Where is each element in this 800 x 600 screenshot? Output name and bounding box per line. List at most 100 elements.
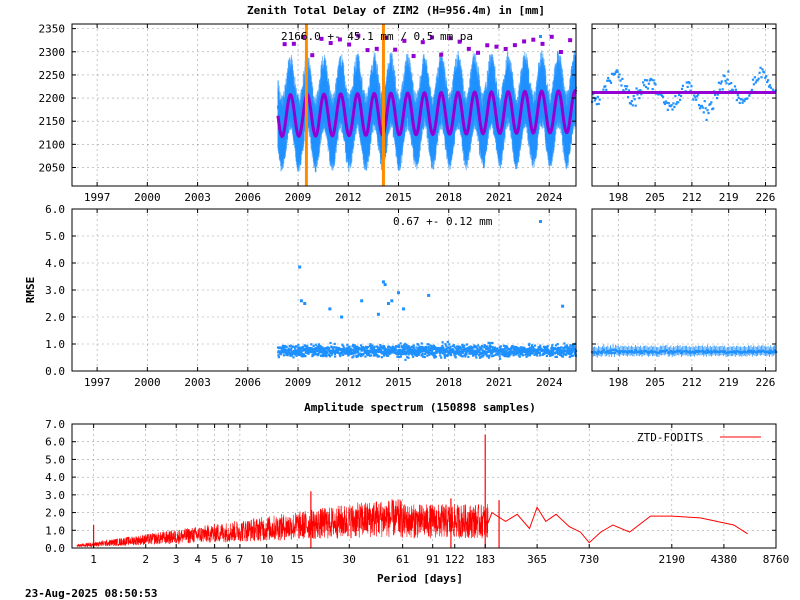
rmse-point [439,354,442,357]
rmse-point [356,355,359,358]
rmse-point [378,355,381,358]
ztd-recent-point [734,88,738,91]
rmse-point [333,346,336,349]
ztd-model-marker [568,38,573,43]
rmse-point [561,355,565,358]
x-tick-label: 1997 [84,376,111,389]
ztd-recent-point [701,106,704,109]
ztd-recent-point [624,85,627,88]
rmse-point [533,353,536,356]
ztd-model-marker [439,52,444,57]
rmse-point [323,348,327,352]
rmse-point [305,349,309,352]
ztd-recent-point [639,89,642,92]
rmse-point [536,354,539,357]
rmse-point [527,347,530,350]
rmse-point [465,343,469,346]
rmse-point [417,343,420,346]
rmse-point [376,355,379,358]
rmse-point [551,353,555,356]
ztd-model-marker [365,48,370,53]
ztd-recent-point [750,88,754,92]
rmse-point [357,349,360,352]
rmse-point [521,346,524,349]
rmse-outlier [299,299,303,303]
ztd-recent-point [646,87,650,90]
rmse-point [429,349,432,352]
rmse-point [461,355,464,358]
rmse-point [277,356,280,359]
rmse-outlier [360,299,364,303]
y-tick-label: 2300 [39,46,66,59]
rmse-point [431,348,434,351]
rmse-point [385,348,388,351]
rmse-point [335,346,338,349]
rmse-point [484,350,487,353]
rmse-point [320,348,323,351]
x-tick-label: 2006 [235,191,262,204]
rmse-point [498,357,502,360]
ztd-recent-point [767,79,770,82]
rmse-point [488,347,491,350]
rmse-point [403,352,406,355]
rmse-point [361,345,364,349]
ztd-recent-point [715,96,719,100]
rmse-point [354,348,357,351]
rmse-point [518,355,521,358]
rmse-point [559,347,562,350]
rmse-point [379,343,382,347]
ztd-recent-point [766,80,769,84]
rmse-point [286,351,289,355]
rmse-point [291,352,294,355]
rmse-point [350,349,353,352]
rmse-point [392,347,395,350]
rmse-point [493,346,497,349]
rmse-point [371,344,374,347]
rmse-point [285,345,288,348]
rmse-point [304,344,307,347]
rmse-point [419,351,422,354]
rmse-point [346,346,349,349]
ztd-recent-point [678,93,681,97]
rmse-point [539,344,542,347]
ztd-recent-point [633,98,636,101]
ztd-recent-point [735,98,738,102]
ztd-recent-point [767,85,771,88]
ztd-recent-point [710,101,713,104]
rmse-point [567,348,571,352]
ztd-recent-point [652,79,655,82]
ztd-recent-point [625,87,628,91]
rmse-point [471,348,474,351]
rmse-point [491,341,494,345]
rmse-point [340,348,343,351]
rmse-point [564,345,567,348]
rmse-point [434,346,437,349]
rmse-point [334,355,337,358]
ztd-recent-point [717,81,721,84]
ztd-model-marker [531,37,536,42]
rmse-point [455,352,458,355]
rmse-point [551,344,554,347]
rmse-point [407,350,410,353]
rmse-point [551,351,554,354]
rmse-point [284,348,287,351]
rmse-point [423,346,426,349]
rmse-point [521,354,525,357]
ztd-recent-point [605,88,608,91]
rmse-point [415,354,418,357]
rmse-point [565,353,568,356]
rmse-point [464,355,467,358]
rmse-point [487,341,490,344]
rmse-point [324,352,328,355]
rmse-point [414,349,417,352]
rmse-outlier [402,307,406,311]
rmse-outlier [381,280,385,284]
rmse-point [406,356,409,359]
ztd-recent-point [768,84,772,87]
rmse-point [366,345,369,349]
rmse-point [294,347,297,350]
rmse-point [457,350,461,353]
ztd-recent-point [673,105,676,109]
ztd-recent-point [712,107,715,110]
ztd-recent-point [730,82,733,85]
